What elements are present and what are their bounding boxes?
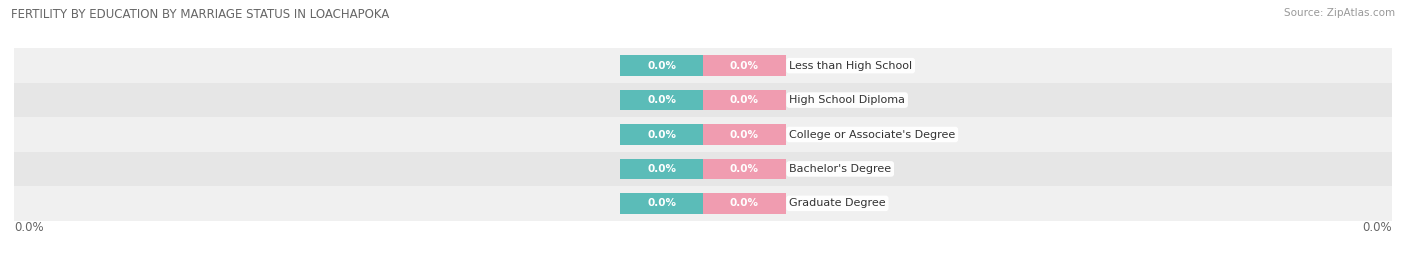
Text: FERTILITY BY EDUCATION BY MARRIAGE STATUS IN LOACHAPOKA: FERTILITY BY EDUCATION BY MARRIAGE STATU… bbox=[11, 8, 389, 21]
Text: Source: ZipAtlas.com: Source: ZipAtlas.com bbox=[1284, 8, 1395, 18]
Text: 0.0%: 0.0% bbox=[730, 95, 759, 105]
Text: 0.0%: 0.0% bbox=[647, 61, 676, 71]
Text: 0.0%: 0.0% bbox=[647, 129, 676, 140]
Bar bbox=[620, 193, 703, 214]
Text: 0.0%: 0.0% bbox=[14, 221, 44, 233]
Text: 0.0%: 0.0% bbox=[647, 95, 676, 105]
Bar bbox=[620, 159, 703, 179]
Bar bbox=[14, 117, 1392, 152]
Bar bbox=[620, 124, 703, 145]
Bar bbox=[620, 55, 703, 76]
Bar bbox=[14, 186, 1392, 221]
Bar bbox=[703, 124, 786, 145]
Text: 0.0%: 0.0% bbox=[647, 198, 676, 208]
Text: Less than High School: Less than High School bbox=[789, 61, 912, 71]
Bar bbox=[703, 90, 786, 110]
Text: 0.0%: 0.0% bbox=[730, 129, 759, 140]
Bar bbox=[703, 159, 786, 179]
Text: Bachelor's Degree: Bachelor's Degree bbox=[789, 164, 891, 174]
Bar bbox=[14, 48, 1392, 83]
Bar bbox=[703, 193, 786, 214]
Bar bbox=[14, 152, 1392, 186]
Text: Graduate Degree: Graduate Degree bbox=[789, 198, 886, 208]
Text: 0.0%: 0.0% bbox=[730, 61, 759, 71]
Text: 0.0%: 0.0% bbox=[647, 164, 676, 174]
Text: 0.0%: 0.0% bbox=[730, 164, 759, 174]
Text: High School Diploma: High School Diploma bbox=[789, 95, 905, 105]
Bar bbox=[703, 55, 786, 76]
Bar bbox=[620, 90, 703, 110]
Bar bbox=[14, 83, 1392, 117]
Text: College or Associate's Degree: College or Associate's Degree bbox=[789, 129, 955, 140]
Text: 0.0%: 0.0% bbox=[1362, 221, 1392, 233]
Text: 0.0%: 0.0% bbox=[730, 198, 759, 208]
